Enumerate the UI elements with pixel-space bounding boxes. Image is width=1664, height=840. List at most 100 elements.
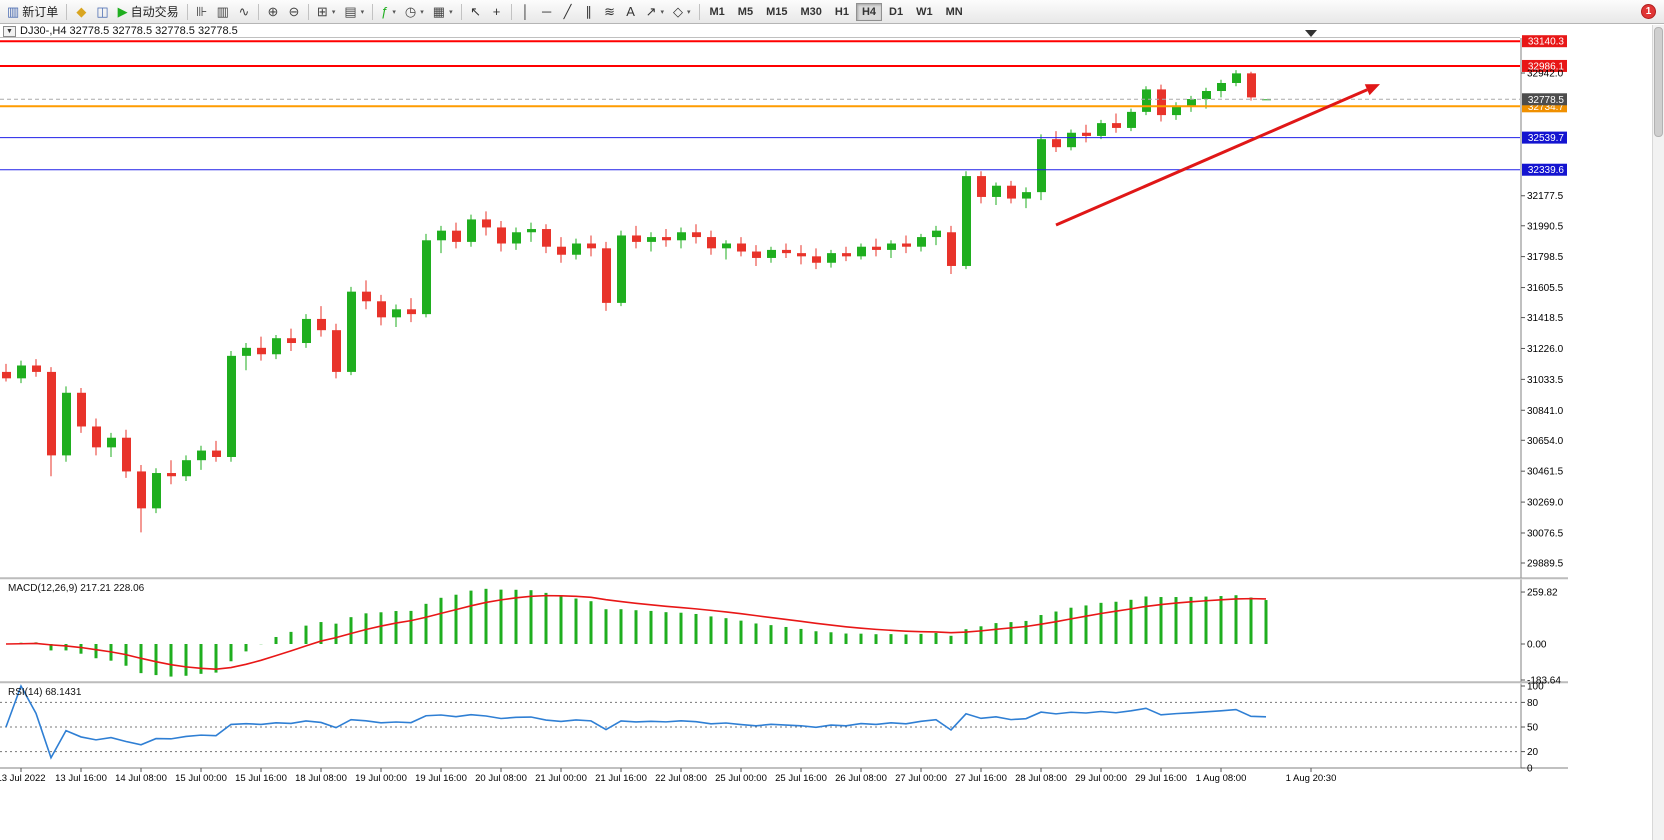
timeframe-button-m15[interactable]: M15 [766,5,788,18]
bar-chart-button[interactable]: ⊪ [192,2,212,22]
price-tick-label: 31990.5 [1527,221,1564,232]
horizontal-line-icon: ─ [541,4,552,19]
text-button[interactable]: A [621,2,641,22]
svg-text:32539.7: 32539.7 [1528,133,1565,144]
timeframe-button-h1[interactable]: H1 [834,5,849,18]
autotrading-play-icon: ▶ [117,4,128,19]
timeframe-button-m5[interactable]: M5 [737,5,754,18]
timeframe-button-d1[interactable]: D1 [889,5,904,18]
toolbar-separator [510,3,512,20]
template-icon: ▦ [432,4,446,19]
periods-button[interactable]: ◷ ▾ [401,2,428,22]
autotrading-button[interactable]: ▶ 自动交易 [114,2,183,22]
caret-down-icon: ▾ [392,8,396,16]
price-badge-32986.1: 32986.1 [1522,59,1567,72]
timeframe-button-m1[interactable]: M1 [709,5,725,18]
time-tick-label: 15 Jul 00:00 [175,773,227,784]
timeframe-button-h4[interactable]: H4 [855,2,883,21]
price-tick-label: 31226.0 [1527,344,1564,355]
rsi-label: RSI(14) 68.1431 [8,687,82,698]
scrollbar-thumb[interactable] [1654,27,1663,137]
clock-icon: ◷ [404,4,417,19]
time-tick-label: 25 Jul 00:00 [715,773,767,784]
svg-text:32986.1: 32986.1 [1528,61,1565,72]
symbol-dropdown-icon[interactable]: ▼ [3,25,16,37]
indicators-button[interactable]: ƒ ▾ [377,2,400,22]
time-tick-label: 25 Jul 16:00 [775,773,827,784]
time-tick-label: 19 Jul 00:00 [355,773,407,784]
price-badge-32339.6: 32339.6 [1522,163,1567,176]
shapes-icon: ◇ [673,4,683,19]
zoom-in-icon: ⊕ [267,4,279,19]
macd-signal-line [5,594,1267,670]
new-order-button-label: 新订单 [22,5,59,19]
horizontal-line-button[interactable]: ─ [537,2,557,22]
notification-badge[interactable]: 1 [1641,4,1656,19]
price-tick-label: 30269.0 [1527,498,1564,509]
fibonacci-button[interactable]: ≋ [600,2,620,22]
rsi-tick-label: 20 [1527,747,1539,758]
svg-text:33140.3: 33140.3 [1528,37,1565,48]
macd-tick-label: 0.00 [1527,640,1547,651]
timeframe-button-m30[interactable]: M30 [800,5,822,18]
timeframe-button-w1[interactable]: W1 [916,5,933,18]
time-tick-label: 22 Jul 08:00 [655,773,707,784]
caret-down-icon: ▾ [660,8,664,16]
time-tick-label: 21 Jul 16:00 [595,773,647,784]
channel-button[interactable]: ∥ [579,2,599,22]
price-tick-label: 31605.5 [1527,283,1564,294]
shapes-button[interactable]: ◇ ▾ [669,2,695,22]
price-badge-32778.5: 32778.5 [1522,93,1567,106]
market-watch-icon: ◆ [76,4,87,19]
templates-button[interactable]: ▦ ▾ [429,2,457,22]
caret-down-icon: ▾ [687,8,691,16]
crosshair-button[interactable]: + [487,2,507,22]
line-chart-button[interactable]: ∿ [234,2,254,22]
vertical-line-icon: │ [521,4,530,19]
chart-caption: ▼ DJ30-,H4 32778.5 32778.5 32778.5 32778… [0,25,1520,38]
time-tick-label: 26 Jul 08:00 [835,773,887,784]
toolbar-separator [66,3,68,20]
candlestick-chart-icon: ▥ [216,4,229,19]
new-chart-button[interactable]: ⊞ ▾ [313,2,339,22]
rsi-tick-label: 50 [1527,723,1539,734]
vertical-scrollbar[interactable] [1652,25,1664,840]
cursor-icon: ↖ [470,4,482,19]
new-order-button[interactable]: ▥ 新订单 [3,2,62,22]
zoom-out-button[interactable]: ⊖ [284,2,304,22]
time-tick-label: 18 Jul 08:00 [295,773,347,784]
market-watch-button[interactable]: ◆ [71,2,91,22]
price-tick-label: 31418.5 [1527,313,1564,324]
toolbar-separator [372,3,374,20]
toolbar-separator [460,3,462,20]
caret-down-icon: ▾ [420,8,424,16]
time-tick-label: 13 Jul 16:00 [55,773,107,784]
data-window-button[interactable]: ◫ [92,2,112,22]
rsi-line [5,684,1267,760]
indicators-icon: ƒ [381,4,389,19]
macd-label: MACD(12,26,9) 217.21 228.06 [8,583,145,594]
toolbar-separator [186,3,188,20]
timeframe-button-mn[interactable]: MN [945,5,963,18]
zoom-in-button[interactable]: ⊕ [263,2,283,22]
caret-down-icon: ▾ [449,8,453,16]
cursor-button[interactable]: ↖ [466,2,486,22]
trendline-button[interactable]: ╱ [558,2,578,22]
crosshair-icon: + [492,4,501,19]
svg-text:32778.5: 32778.5 [1528,95,1565,106]
price-tick-label: 30841.0 [1527,406,1564,417]
toolbar: ▥ 新订单 ◆ ◫ ▶ 自动交易 ⊪ ▥ ∿ ⊕ ⊖ ⊞ ▾ ▤ ▾ ƒ ▾ ◷ ▾ ▦ ▾ ↖ + │ ─ ╱ ∥ ≋ A ↗ ▾ ◇ ▾ M1… [0,0,1664,24]
vertical-line-button[interactable]: │ [516,2,536,22]
candlestick-chart-button[interactable]: ▥ [213,2,233,22]
profiles-icon: ▤ [344,4,357,19]
trend-arrow[interactable] [1055,84,1380,227]
macd-tick-label: 259.82 [1527,588,1558,599]
time-tick-label: 15 Jul 16:00 [235,773,287,784]
price-badge-32539.7: 32539.7 [1522,131,1567,144]
time-tick-label: 27 Jul 16:00 [955,773,1007,784]
profiles-button[interactable]: ▤ ▾ [340,2,368,22]
time-tick-label: 14 Jul 08:00 [115,773,167,784]
arrows-button[interactable]: ↗ ▾ [642,2,668,22]
channel-icon: ∥ [585,4,592,19]
